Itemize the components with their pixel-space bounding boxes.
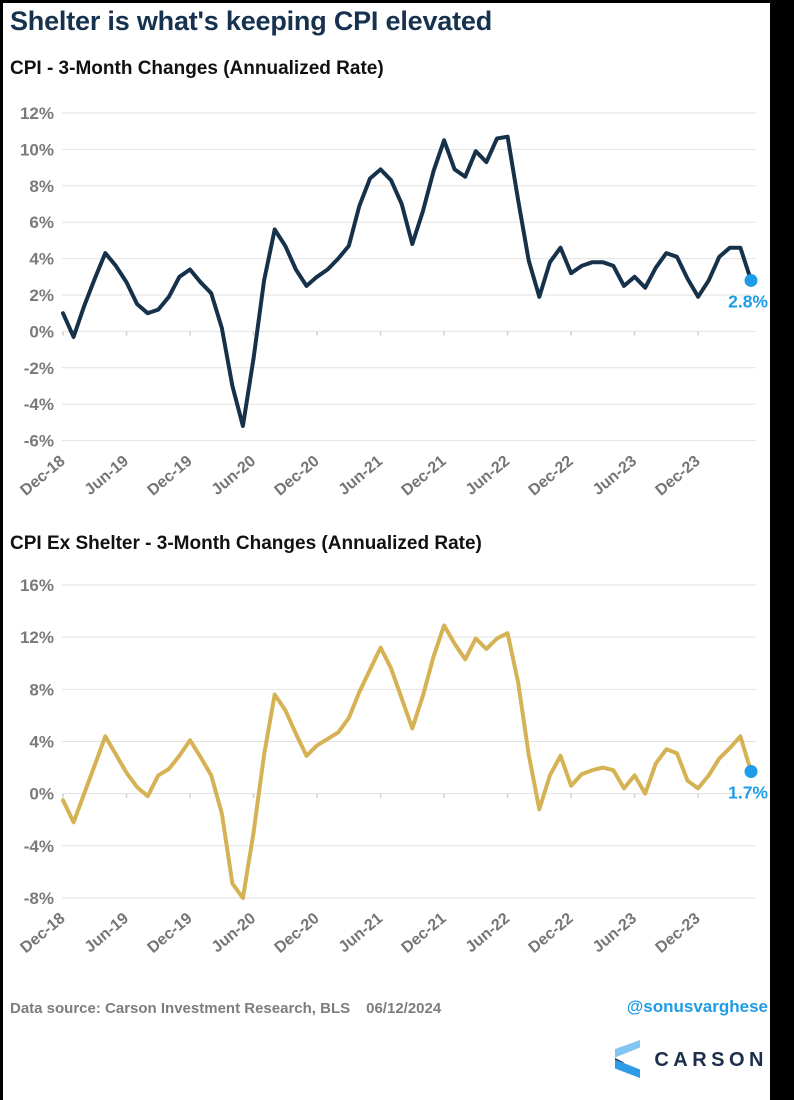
x-axis-tick-label: Dec-19	[144, 453, 195, 500]
x-axis-tick-label: Dec-21	[398, 910, 449, 957]
x-axis-tick-label: Dec-22	[526, 910, 577, 957]
chart2-title: CPI Ex Shelter - 3-Month Changes (Annual…	[10, 533, 482, 554]
x-axis-tick-label: Dec-23	[653, 910, 704, 957]
y-axis-tick-label: -8%	[24, 889, 54, 908]
y-axis-tick-label: -4%	[24, 837, 54, 856]
y-axis-tick-label: -2%	[24, 359, 54, 378]
x-axis-tick-label: Dec-22	[526, 453, 577, 500]
data-source-label: Data source: Carson Investment Research,…	[10, 1000, 441, 1017]
y-axis-tick-label: 6%	[29, 213, 54, 232]
right-black-bar	[770, 0, 794, 1100]
carson-logo: CARSON	[0, 1040, 768, 1078]
x-axis-tick-label: Dec-18	[17, 910, 68, 957]
y-axis-tick-label: 0%	[29, 322, 54, 341]
y-axis-tick-label: 12%	[20, 628, 54, 647]
y-axis-tick-label: 10%	[20, 140, 54, 159]
frame-border-left	[0, 0, 3, 1100]
latest-value-label: 2.8%	[728, 291, 768, 311]
y-axis-tick-label: 8%	[29, 177, 54, 196]
y-axis-tick-label: -6%	[24, 432, 54, 451]
x-axis-tick-label: Dec-20	[271, 453, 322, 500]
chart1-title: CPI - 3-Month Changes (Annualized Rate)	[10, 58, 384, 79]
latest-point-dot	[744, 273, 758, 287]
x-axis-tick-label: Dec-18	[17, 453, 68, 500]
page-title: Shelter is what's keeping CPI elevated	[10, 6, 492, 36]
chart2-line-plot: 16% 12% 8% 4% 0% -4% -8% Dec-18 Jun-19 Dec-19 Jun-…	[17, 576, 768, 957]
x-axis-tick-label: Jun-21	[336, 910, 387, 956]
x-axis-tick-label: Dec-23	[653, 453, 704, 500]
y-axis-tick-label: 16%	[20, 576, 54, 595]
y-axis-tick-label: 4%	[29, 732, 54, 751]
x-axis-tick-label: Jun-20	[209, 910, 260, 956]
x-axis-tick-label: Dec-19	[144, 910, 195, 957]
y-axis-tick-label: 12%	[20, 104, 54, 123]
latest-value-label: 1.7%	[728, 782, 768, 802]
x-axis-tick-label: Jun-20	[209, 453, 260, 499]
y-axis-tick-label: -4%	[24, 395, 54, 414]
y-axis-tick-label: 4%	[29, 250, 54, 269]
x-axis-tick-label: Jun-23	[590, 910, 641, 956]
latest-point-dot	[744, 764, 758, 778]
x-axis-tick-label: Dec-21	[398, 453, 449, 500]
y-axis-tick-label: 0%	[29, 785, 54, 804]
x-axis-tick-label: Jun-22	[463, 910, 514, 956]
x-axis-tick-label: Jun-19	[82, 453, 133, 499]
x-axis-tick-label: Jun-19	[82, 910, 133, 956]
x-axis-tick-label: Dec-20	[271, 910, 322, 957]
y-axis-tick-label: 2%	[29, 286, 54, 305]
y-axis-tick-label: 8%	[29, 680, 54, 699]
data-line	[61, 134, 753, 428]
carson-logo-text: CARSON	[654, 1048, 768, 1071]
twitter-handle[interactable]: @sonusvarghese	[626, 997, 768, 1016]
carson-logo-icon	[615, 1040, 641, 1078]
data-source-text: Data source: Carson Investment Research,…	[10, 1000, 351, 1017]
frame-border-top	[0, 0, 794, 3]
x-axis-tick-label: Jun-21	[336, 453, 387, 499]
x-axis-tick-label: Jun-23	[590, 453, 641, 499]
chart1-line-plot: 12%10%8%6%4%2%0%-2%-4%-6%Dec-18 Jun-19 Dec…	[17, 104, 768, 500]
x-axis-tick-label: Jun-22	[463, 453, 514, 499]
data-date: 06/12/2024	[366, 1000, 442, 1017]
data-line	[61, 623, 753, 900]
